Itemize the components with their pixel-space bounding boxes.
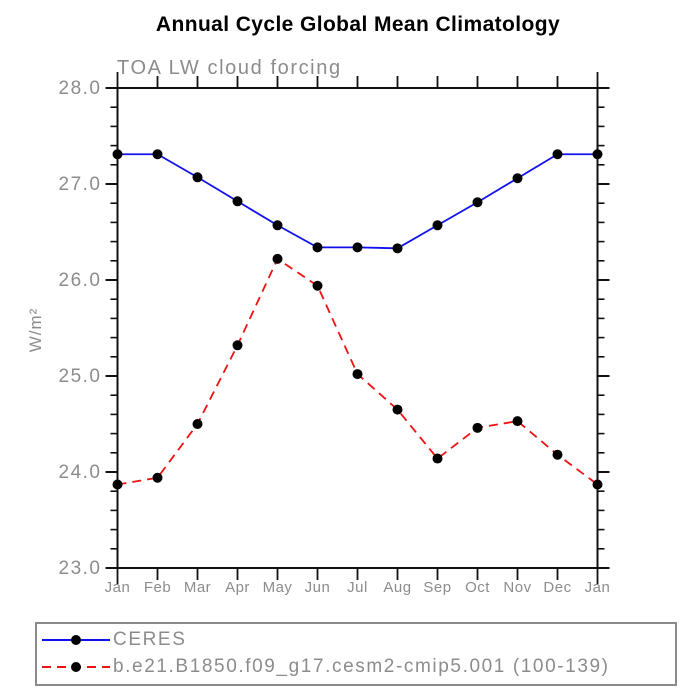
data-point-marker-0 bbox=[192, 172, 203, 183]
data-point-marker-0 bbox=[472, 197, 483, 208]
month-label: Oct bbox=[465, 579, 490, 596]
data-point-marker-1 bbox=[112, 479, 123, 490]
month-label: May bbox=[263, 579, 293, 596]
chart-subtitle: TOA LW cloud forcing bbox=[117, 57, 342, 79]
data-point-marker-1 bbox=[152, 472, 163, 483]
month-label: Mar bbox=[184, 579, 211, 596]
data-point-marker-0 bbox=[592, 149, 603, 160]
legend-marker-dot bbox=[71, 662, 81, 672]
data-point-marker-0 bbox=[152, 149, 163, 160]
legend-sample-model bbox=[42, 662, 110, 672]
data-point-marker-1 bbox=[352, 369, 363, 380]
plot-area: 23.0 24.0 25.0 26.0 27.0 28.0 Jan Feb Mar Apr May J… bbox=[59, 72, 611, 596]
data-point-marker-0 bbox=[432, 220, 443, 231]
data-point-marker-1 bbox=[312, 280, 323, 291]
series-line-0 bbox=[117, 153, 598, 250]
legend-label-model: b.e21.B1850.f09_g17.cesm2-cmip5.001 (100… bbox=[113, 656, 610, 677]
data-point-marker-1 bbox=[272, 253, 283, 264]
data-point-marker-0 bbox=[512, 173, 523, 184]
legend-item-ceres: CERES bbox=[40, 628, 186, 652]
data-point-marker-0 bbox=[232, 196, 243, 207]
data-point-marker-1 bbox=[192, 419, 203, 429]
month-label: Nov bbox=[503, 579, 531, 596]
legend-marker-dot bbox=[71, 635, 81, 645]
month-label: Jan bbox=[585, 579, 611, 596]
month-label: Jul bbox=[347, 579, 368, 596]
data-point-marker-1 bbox=[512, 416, 523, 427]
month-label: Aug bbox=[383, 579, 411, 596]
month-label: Dec bbox=[543, 579, 571, 596]
data-point-marker-0 bbox=[552, 149, 563, 160]
y-tick-label: 28.0 bbox=[59, 78, 102, 99]
data-point-marker-1 bbox=[432, 453, 443, 464]
data-point-marker-1 bbox=[552, 449, 563, 460]
y-tick-label: 24.0 bbox=[59, 462, 102, 483]
month-label: Jan bbox=[105, 579, 131, 596]
data-point-marker-1 bbox=[592, 479, 603, 490]
plot-frame bbox=[116, 87, 599, 569]
y-tick-label: 26.0 bbox=[59, 270, 102, 291]
y-tick-label: 25.0 bbox=[59, 366, 102, 387]
y-tick-label: 27.0 bbox=[59, 174, 102, 195]
data-point-marker-1 bbox=[232, 340, 243, 351]
legend-label-ceres: CERES bbox=[113, 629, 187, 650]
chart-title: Annual Cycle Global Mean Climatology bbox=[155, 13, 561, 36]
data-point-marker-1 bbox=[472, 422, 483, 433]
legend: CERES b.e21.B1850.f09_g17.cesm2-cmip5.00… bbox=[35, 622, 677, 686]
data-point-marker-0 bbox=[112, 149, 123, 160]
data-point-marker-0 bbox=[312, 242, 323, 253]
month-label: Sep bbox=[423, 579, 451, 596]
month-label: Feb bbox=[144, 579, 171, 596]
data-point-marker-1 bbox=[392, 404, 403, 415]
data-point-marker-0 bbox=[392, 243, 403, 254]
data-point-marker-0 bbox=[272, 220, 283, 231]
data-point-marker-0 bbox=[352, 242, 363, 253]
legend-item-model: b.e21.B1850.f09_g17.cesm2-cmip5.001 (100… bbox=[40, 655, 610, 679]
month-label: Apr bbox=[225, 579, 250, 596]
legend-sample-ceres bbox=[42, 635, 110, 645]
y-tick-label: 23.0 bbox=[59, 558, 102, 579]
month-label: Jun bbox=[305, 579, 331, 596]
